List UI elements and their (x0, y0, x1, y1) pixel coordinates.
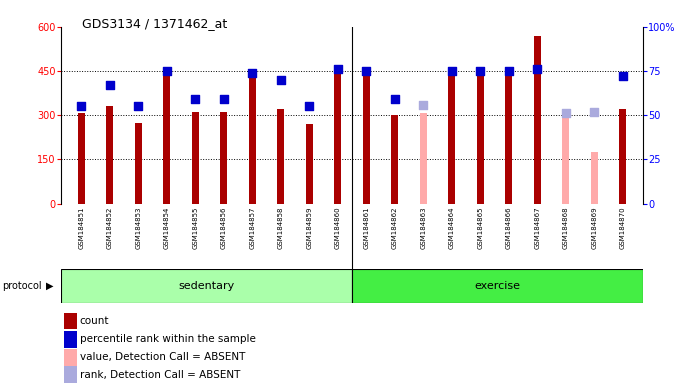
Bar (448, 74, 455, 204)
Point (333, 66, 343, 72)
Point (589, 109, 600, 115)
Text: GSM184855: GSM184855 (192, 207, 198, 249)
Text: protocol: protocol (2, 281, 41, 291)
Bar (534, 36, 541, 204)
Text: GSM184864: GSM184864 (449, 207, 455, 249)
Bar (64, 349, 77, 366)
Bar (391, 115, 398, 204)
Text: GSM184868: GSM184868 (562, 207, 568, 250)
Text: GSM184861: GSM184861 (363, 207, 369, 250)
Point (560, 110, 571, 116)
Text: GSM184853: GSM184853 (135, 207, 141, 249)
Point (532, 66, 543, 72)
Point (503, 68, 514, 74)
Bar (163, 72, 170, 204)
Bar (591, 152, 598, 204)
Bar (64, 366, 77, 383)
Text: GSM184869: GSM184869 (591, 207, 597, 250)
Text: GDS3134 / 1371462_at: GDS3134 / 1371462_at (82, 17, 227, 30)
Text: GSM184860: GSM184860 (335, 207, 341, 250)
Bar (352, 269, 643, 303)
Bar (78, 113, 85, 204)
Text: GSM184863: GSM184863 (420, 207, 426, 250)
Text: GSM184852: GSM184852 (107, 207, 113, 249)
Point (617, 73, 628, 79)
Point (275, 77, 286, 83)
Point (304, 103, 315, 109)
Text: GSM184858: GSM184858 (277, 207, 284, 249)
Point (475, 68, 486, 74)
Bar (106, 106, 113, 204)
Text: GSM184865: GSM184865 (477, 207, 483, 249)
Text: GSM184870: GSM184870 (619, 207, 626, 250)
Point (161, 68, 172, 74)
Point (247, 70, 258, 76)
Bar (619, 109, 626, 204)
Text: ▶: ▶ (46, 281, 53, 291)
Text: GSM184867: GSM184867 (534, 207, 540, 250)
Text: GSM184854: GSM184854 (164, 207, 169, 249)
Point (190, 96, 201, 103)
Text: GSM184859: GSM184859 (306, 207, 312, 249)
Bar (64, 313, 77, 329)
Bar (505, 74, 512, 204)
Point (418, 101, 428, 108)
Text: value, Detection Call = ABSENT: value, Detection Call = ABSENT (80, 352, 245, 362)
Text: GSM184851: GSM184851 (78, 207, 84, 249)
Text: GSM184857: GSM184857 (249, 207, 255, 249)
Text: percentile rank within the sample: percentile rank within the sample (80, 334, 256, 344)
Point (75, 103, 86, 109)
Text: sedentary: sedentary (178, 281, 235, 291)
Text: GSM184856: GSM184856 (220, 207, 226, 249)
Text: GSM184866: GSM184866 (506, 207, 511, 250)
Point (389, 96, 400, 103)
Text: rank, Detection Call = ABSENT: rank, Detection Call = ABSENT (80, 370, 240, 380)
Bar (220, 112, 227, 204)
Bar (477, 74, 483, 204)
Bar (192, 112, 199, 204)
Point (104, 82, 115, 88)
Text: GSM184862: GSM184862 (392, 207, 398, 249)
Bar (362, 72, 370, 204)
Bar (135, 123, 141, 204)
Bar (61, 269, 352, 303)
Bar (305, 124, 313, 204)
Point (218, 96, 229, 103)
Point (446, 68, 457, 74)
Text: count: count (80, 316, 109, 326)
Point (133, 103, 143, 109)
Point (360, 68, 371, 74)
Bar (334, 69, 341, 204)
Bar (277, 109, 284, 204)
Bar (64, 331, 77, 348)
Bar (249, 74, 256, 204)
Bar (420, 113, 427, 204)
Text: exercise: exercise (474, 281, 520, 291)
Bar (562, 115, 569, 204)
